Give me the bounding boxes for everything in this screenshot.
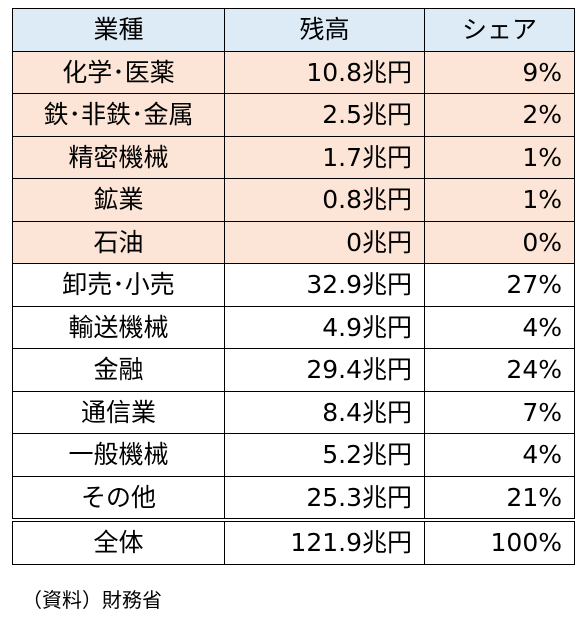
balance-cell: 5.2兆円: [224, 433, 425, 477]
header-share: シェア: [424, 8, 575, 52]
total-name: 全体: [12, 518, 225, 565]
share-cell: 27%: [424, 263, 575, 307]
table-row: 金融 29.4兆円 24%: [12, 348, 575, 392]
balance-cell: 10.8兆円: [224, 50, 425, 94]
table-row: 化学･医薬 10.8兆円 9%: [12, 50, 575, 94]
industry-balance-table: 業種 残高 シェア 化学･医薬 10.8兆円 9% 鉄･非鉄･金属 2.5兆円 2% 精密機…: [12, 8, 575, 565]
share-cell: 21%: [424, 475, 575, 521]
table-row: 輸送機械 4.9兆円 4%: [12, 305, 575, 349]
industry-cell: 輸送機械: [12, 305, 225, 349]
table-row: 通信業 8.4兆円 7%: [12, 390, 575, 434]
balance-cell: 32.9兆円: [224, 263, 425, 307]
header-industry: 業種: [12, 8, 225, 52]
table-row: 精密機械 1.7兆円 1%: [12, 135, 575, 179]
industry-cell: 金融: [12, 348, 225, 392]
table-row: 鉱業 0.8兆円 1%: [12, 178, 575, 222]
share-cell: 24%: [424, 348, 575, 392]
total-share: 100%: [424, 518, 575, 565]
industry-cell: その他: [12, 475, 225, 521]
share-cell: 9%: [424, 50, 575, 94]
header-balance: 残高: [224, 8, 425, 52]
industry-cell: 精密機械: [12, 135, 225, 179]
industry-cell: 一般機械: [12, 433, 225, 477]
industry-cell: 卸売･小売: [12, 263, 225, 307]
balance-cell: 0兆円: [224, 220, 425, 264]
share-cell: 1%: [424, 135, 575, 179]
balance-cell: 4.9兆円: [224, 305, 425, 349]
table-row: 一般機械 5.2兆円 4%: [12, 433, 575, 477]
balance-cell: 1.7兆円: [224, 135, 425, 179]
share-cell: 7%: [424, 390, 575, 434]
header-row: 業種 残高 シェア: [12, 8, 575, 52]
balance-cell: 2.5兆円: [224, 93, 425, 137]
total-balance: 121.9兆円: [224, 518, 425, 565]
share-cell: 0%: [424, 220, 575, 264]
source-note: （資料）財務省: [22, 588, 162, 612]
industry-cell: 鉄･非鉄･金属: [12, 93, 225, 137]
share-cell: 4%: [424, 433, 575, 477]
industry-cell: 鉱業: [12, 178, 225, 222]
table-row: 鉄･非鉄･金属 2.5兆円 2%: [12, 93, 575, 137]
balance-cell: 29.4兆円: [224, 348, 425, 392]
table-row: 卸売･小売 32.9兆円 27%: [12, 263, 575, 307]
share-cell: 4%: [424, 305, 575, 349]
total-row: 全体 121.9兆円 100%: [12, 518, 575, 565]
balance-cell: 25.3兆円: [224, 475, 425, 521]
industry-cell: 通信業: [12, 390, 225, 434]
balance-cell: 8.4兆円: [224, 390, 425, 434]
industry-cell: 石油: [12, 220, 225, 264]
share-cell: 1%: [424, 178, 575, 222]
share-cell: 2%: [424, 93, 575, 137]
table-row: 石油 0兆円 0%: [12, 220, 575, 264]
balance-cell: 0.8兆円: [224, 178, 425, 222]
industry-cell: 化学･医薬: [12, 50, 225, 94]
table-row: その他 25.3兆円 21%: [12, 475, 575, 521]
